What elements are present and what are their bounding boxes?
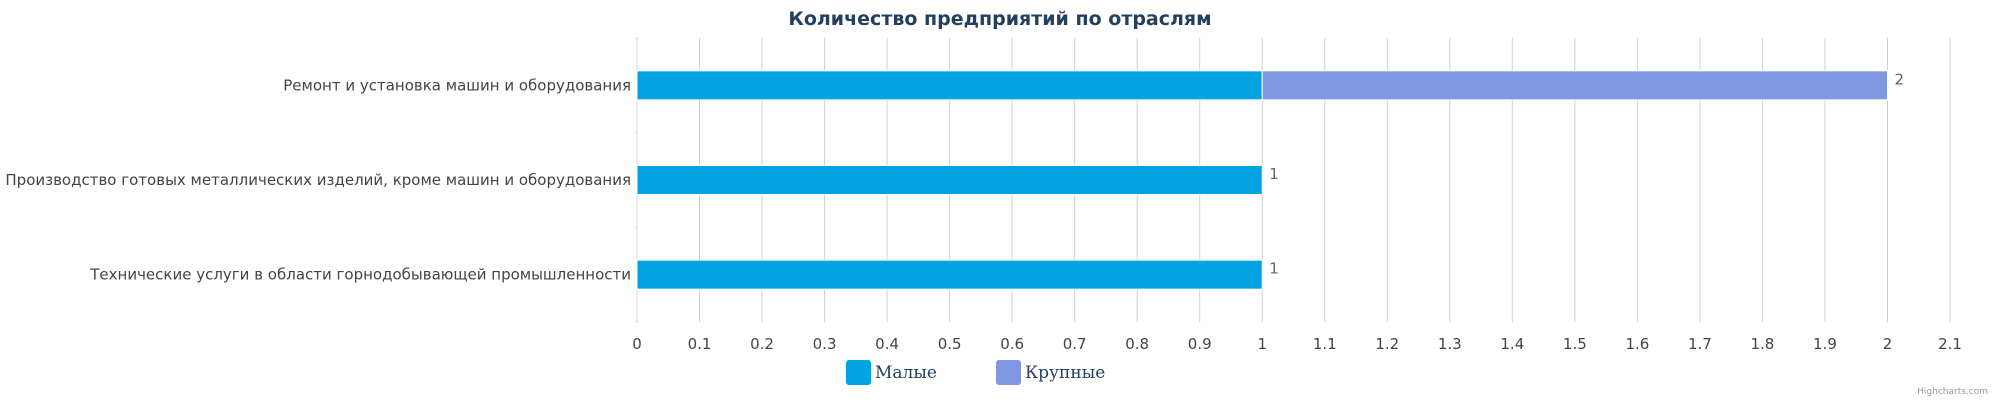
bar-small-1[interactable] (636, 165, 1263, 195)
bar-large-0[interactable] (1261, 70, 1888, 101)
bars (636, 70, 1888, 290)
legend-swatch (846, 360, 871, 385)
x-tick-label: 2 (1883, 335, 1893, 353)
data-label: 1 (1269, 165, 1279, 183)
legend-label: Малые (875, 363, 937, 383)
x-tick-label: 0.2 (750, 335, 774, 353)
category-label: Технические услуги в области горнодобыва… (89, 266, 631, 284)
category-label: Производство готовых металлических издел… (5, 171, 631, 189)
x-tick-label: 1.7 (1688, 335, 1712, 353)
x-tick-label: 0.3 (813, 335, 837, 353)
x-tick-label: 1.1 (1313, 335, 1337, 353)
x-tick-label: 1.3 (1438, 335, 1462, 353)
legend: Малые Крупные (846, 360, 1105, 385)
credit-text[interactable]: Highcharts.com (1917, 387, 1988, 397)
data-labels: 2 1 1 (1269, 70, 1904, 277)
data-label: 1 (1269, 260, 1279, 278)
x-tick-label: 1.9 (1813, 335, 1837, 353)
x-tick-label: 1 (1257, 335, 1267, 353)
x-tick-label: 0.8 (1125, 335, 1149, 353)
x-tick-label: 1.6 (1625, 335, 1649, 353)
x-tick-label: 1.5 (1563, 335, 1587, 353)
legend-item-small[interactable]: Малые (846, 360, 937, 385)
x-tick-label: 1.8 (1750, 335, 1774, 353)
x-tick-label: 1.2 (1375, 335, 1399, 353)
x-axis-tick-labels: 0 0.1 0.2 0.3 0.4 0.5 0.6 0.7 0.8 0.9 1 1.1 1.2 1.3 1.… (632, 335, 1962, 353)
legend-item-large[interactable]: Крупные (996, 360, 1105, 385)
x-tick-label: 0.9 (1188, 335, 1212, 353)
data-label: 2 (1894, 70, 1904, 88)
x-tick-label: 2.1 (1938, 335, 1962, 353)
legend-swatch (996, 360, 1021, 385)
category-label: Ремонт и установка машин и оборудования (283, 76, 631, 94)
category-labels: Ремонт и установка машин и оборудования П… (5, 76, 631, 283)
chart-title: Количество предприятий по отраслям (788, 8, 1211, 30)
x-tick-label: 0.4 (875, 335, 899, 353)
x-tick-label: 1.4 (1500, 335, 1524, 353)
x-tick-label: 0 (632, 335, 642, 353)
bar-small-0[interactable] (636, 70, 1263, 101)
x-tick-label: 0.5 (938, 335, 962, 353)
bar-small-2[interactable] (636, 259, 1263, 290)
legend-label: Крупные (1025, 363, 1105, 383)
x-tick-label: 0.6 (1000, 335, 1024, 353)
x-tick-label: 0.1 (688, 335, 712, 353)
x-tick-label: 0.7 (1063, 335, 1087, 353)
